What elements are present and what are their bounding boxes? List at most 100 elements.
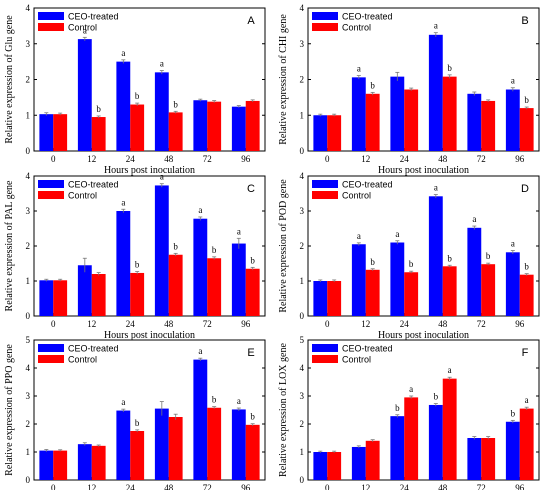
y-tick-label: 4 — [300, 3, 305, 13]
x-tick-label: 12 — [361, 483, 370, 490]
legend-label-control: Control — [68, 191, 97, 201]
bar-ceo — [428, 404, 443, 480]
significance-label: a — [357, 64, 361, 74]
significance-label: a — [409, 384, 413, 394]
x-tick-label: 96 — [241, 319, 251, 329]
y-tick-label: 1 — [300, 447, 305, 457]
x-tick-label: 96 — [241, 154, 251, 164]
bar-ceo — [231, 243, 246, 316]
bar-ceo — [351, 244, 366, 316]
y-tick-label: 0 — [26, 475, 31, 485]
x-tick-label: 12 — [87, 483, 96, 490]
legend-label-ceo: CEO-treated — [68, 180, 119, 190]
x-tick-label: 0 — [325, 154, 330, 164]
y-axis-title: Relative expression of PAL gene — [4, 180, 15, 311]
y-axis-title: Relative expression of Glu gene — [4, 15, 15, 144]
bar-ceo — [467, 227, 482, 316]
x-axis-title: Hours post inoculation — [104, 330, 195, 341]
x-tick-label: 48 — [438, 483, 448, 490]
bar-control — [91, 117, 106, 151]
bar-ceo — [467, 438, 482, 480]
y-tick-label: 5 — [26, 335, 31, 345]
x-tick-label: 72 — [477, 154, 486, 164]
bar-control — [404, 272, 419, 316]
bar-control — [53, 114, 68, 151]
bar-control — [168, 254, 183, 316]
legend-swatch-control — [312, 191, 338, 199]
bar-control — [168, 112, 183, 151]
bar-control — [207, 258, 222, 316]
x-tick-label: 96 — [241, 483, 251, 490]
bar-control — [53, 280, 68, 316]
x-tick-label: 24 — [400, 154, 410, 164]
significance-label: a — [198, 346, 202, 356]
significance-label: b — [212, 245, 217, 255]
panel-letter: B — [521, 15, 528, 27]
significance-label: b — [524, 262, 529, 272]
significance-label: a — [121, 397, 125, 407]
significance-label: b — [395, 403, 400, 413]
legend-label-ceo: CEO-treated — [342, 12, 393, 22]
bar-control — [130, 104, 145, 151]
significance-label: b — [212, 395, 217, 405]
chart-panel-e: 01234501224ab4872ab96abHours post inocul… — [4, 335, 266, 490]
panel-letter: A — [247, 15, 255, 27]
bar-ceo — [313, 115, 328, 151]
x-tick-label: 96 — [515, 483, 525, 490]
significance-label: a — [525, 395, 529, 405]
bar-control — [481, 264, 496, 316]
x-tick-label: 48 — [438, 319, 448, 329]
bar-control — [442, 76, 457, 151]
bar-control — [481, 438, 496, 480]
x-tick-label: 0 — [51, 483, 56, 490]
significance-label: b — [434, 392, 439, 402]
chart-panel-f: 01234501224ba48ba7296baHours post inocul… — [278, 335, 540, 490]
legend-label-control: Control — [342, 23, 371, 33]
bar-control — [207, 101, 222, 151]
bar-control — [245, 268, 260, 316]
y-axis-title: Relative expression of POD gene — [278, 179, 289, 313]
significance-label: b — [524, 95, 529, 105]
x-tick-label: 0 — [51, 154, 56, 164]
y-tick-label: 0 — [300, 475, 305, 485]
bar-control — [519, 274, 534, 316]
y-axis-title: Relative expression of LOX gene — [278, 343, 289, 477]
x-tick-label: 24 — [126, 319, 136, 329]
x-tick-label: 0 — [51, 319, 56, 329]
significance-label: a — [198, 205, 202, 215]
bar-control — [130, 431, 145, 480]
y-tick-label: 4 — [26, 171, 31, 181]
significance-label: b — [486, 251, 491, 261]
legend-swatch-ceo — [312, 344, 338, 352]
x-tick-label: 48 — [164, 154, 174, 164]
x-tick-label: 48 — [164, 319, 174, 329]
panel-letter: E — [247, 347, 254, 359]
bar-ceo — [39, 114, 54, 151]
bar-control — [245, 424, 260, 480]
significance-label: a — [357, 231, 361, 241]
legend-swatch-ceo — [38, 180, 64, 188]
x-tick-label: 72 — [203, 154, 212, 164]
y-axis-title: Relative expression of PPO gene — [4, 344, 15, 476]
bar-ceo — [313, 281, 328, 316]
legend-swatch-control — [38, 23, 64, 31]
plot-frame — [33, 339, 266, 481]
significance-label: b — [135, 91, 140, 101]
bar-ceo — [154, 408, 169, 480]
bar-ceo — [505, 252, 520, 316]
bar-ceo — [193, 218, 208, 316]
y-tick-label: 3 — [26, 391, 31, 401]
bar-control — [519, 108, 534, 151]
y-tick-label: 1 — [300, 276, 305, 286]
y-tick-label: 4 — [300, 363, 305, 373]
significance-label: a — [83, 25, 87, 35]
x-tick-label: 72 — [477, 319, 486, 329]
y-tick-label: 1 — [26, 276, 31, 286]
x-tick-label: 96 — [515, 154, 525, 164]
significance-label: a — [448, 365, 452, 375]
significance-label: b — [135, 260, 140, 270]
y-tick-label: 0 — [300, 146, 305, 156]
bar-ceo — [154, 72, 169, 151]
bar-control — [91, 274, 106, 316]
